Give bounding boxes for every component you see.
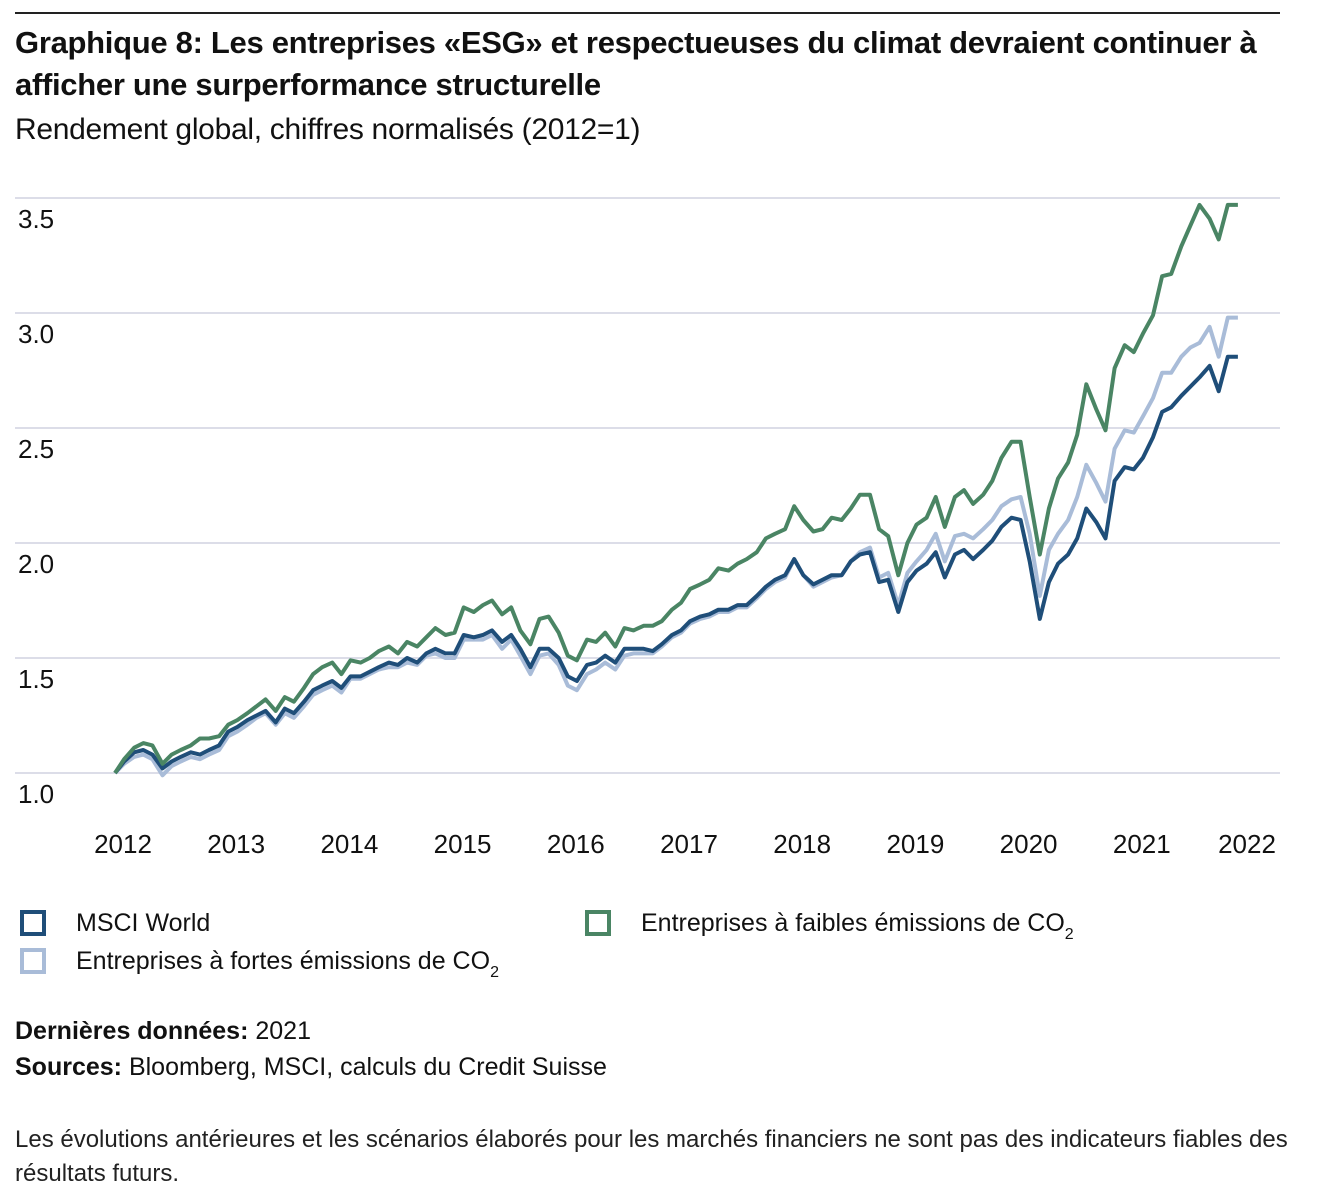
y-tick-label: 2.0 xyxy=(18,549,54,579)
x-tick-label: 2021 xyxy=(1113,829,1171,859)
x-tick-label: 2017 xyxy=(660,829,718,859)
x-tick-label: 2014 xyxy=(320,829,378,859)
legend-swatch-low-co2 xyxy=(585,910,611,936)
top-rule xyxy=(15,12,1280,14)
series-line-low-co2 xyxy=(113,202,1238,775)
legend-label-low-co2-subscript: 2 xyxy=(1064,926,1074,943)
legend-item-msci-world: MSCI World xyxy=(20,908,210,938)
series-line-high-co2 xyxy=(113,315,1238,778)
y-tick-label: 3.0 xyxy=(18,319,54,349)
y-tick-label: 3.5 xyxy=(18,204,54,234)
x-axis-ticks: 2012 2013 2014 2015 2016 2017 2018 2019 2020 2021… xyxy=(94,829,1276,859)
x-tick-label: 2012 xyxy=(94,829,152,859)
x-tick-label: 2013 xyxy=(207,829,265,859)
x-tick-label: 2018 xyxy=(773,829,831,859)
legend-item-low-co2: Entreprises à faibles émissions de CO2 xyxy=(585,908,1074,943)
y-axis-ticks: 1.0 1.5 2.0 2.5 3.0 3.5 xyxy=(18,204,54,809)
chart-title: Graphique 8: Les entreprises «ESG» et re… xyxy=(15,25,1257,102)
series-lines xyxy=(113,202,1238,778)
latest-data-label: Dernières données: xyxy=(15,1017,249,1045)
series-line-msci-world xyxy=(113,354,1238,775)
legend-label-low-co2: Entreprises à faibles émissions de CO2 xyxy=(641,908,1074,943)
sources-value: Bloomberg, MSCI, calculs du Credit Suiss… xyxy=(128,1053,607,1081)
sources-label: Sources: xyxy=(15,1053,122,1081)
legend-item-high-co2: Entreprises à fortes émissions de CO2 xyxy=(20,946,499,981)
latest-data-note: Dernières données: 2021 xyxy=(15,1013,311,1049)
x-tick-label: 2022 xyxy=(1218,829,1276,859)
latest-data-value: 2021 xyxy=(255,1017,311,1045)
y-tick-label: 2.5 xyxy=(18,434,54,464)
y-tick-label: 1.5 xyxy=(18,664,54,694)
x-tick-label: 2015 xyxy=(434,829,492,859)
legend-label-high-co2: Entreprises à fortes émissions de CO2 xyxy=(76,946,499,981)
y-tick-label: 1.0 xyxy=(18,779,54,809)
x-tick-label: 2019 xyxy=(886,829,944,859)
legend-label-high-co2-subscript: 2 xyxy=(490,964,499,981)
legend-swatch-msci-world xyxy=(20,910,46,936)
sources-note: Sources: Bloomberg, MSCI, calculs du Cre… xyxy=(15,1049,607,1085)
legend-swatch-high-co2 xyxy=(20,948,46,974)
x-tick-label: 2016 xyxy=(547,829,605,859)
disclaimer: Les évolutions antérieures et les scénar… xyxy=(15,1126,1288,1187)
legend-label-high-co2-text: Entreprises à fortes émissions de CO xyxy=(76,947,491,975)
line-chart: 1.01.52.02.53.03.5 2012 2013 2014 2015 2016 2… xyxy=(15,197,1280,859)
x-tick-label: 2020 xyxy=(1000,829,1058,859)
gridlines xyxy=(15,197,1280,774)
legend-label-msci-world: MSCI World xyxy=(76,909,211,937)
legend-label-low-co2-text: Entreprises à faibles émissions de CO xyxy=(641,909,1065,937)
chart-subtitle: Rendement global, chiffres normalisés (2… xyxy=(15,113,641,146)
